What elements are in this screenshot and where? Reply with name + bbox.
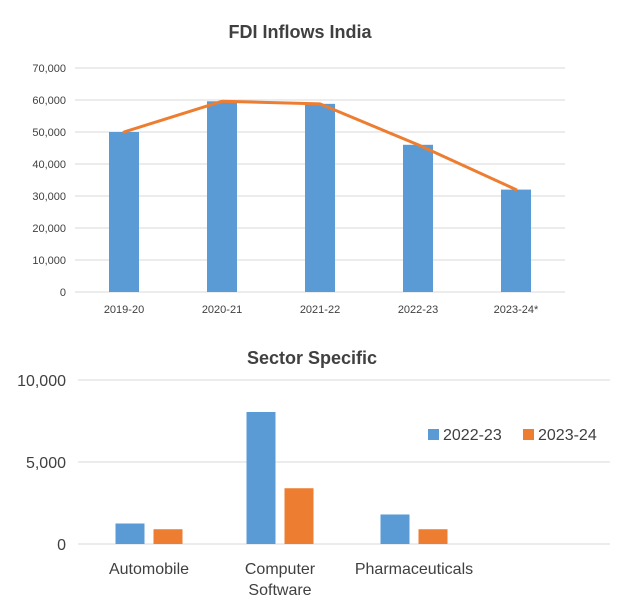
bar	[380, 514, 410, 544]
y-tick-label: 10,000	[17, 373, 66, 390]
legend: 2022-23 2023-24	[428, 427, 597, 444]
bar	[246, 411, 276, 544]
sector-specific-chart: Sector Specific 0 5,000 10,000 Automobile Com…	[17, 348, 610, 599]
y-tick-label: 0	[57, 537, 66, 554]
y-tick-label: 20,000	[32, 223, 66, 235]
fdi-inflows-chart: FDI Inflows India 0 10,000 20,000 30,000 40,0…	[32, 22, 565, 316]
x-tick-label: 2020-21	[202, 304, 242, 316]
x-tick-label: 2021-22	[300, 304, 340, 316]
y-tick-label: 50,000	[32, 127, 66, 139]
y-tick-label: 0	[60, 287, 66, 299]
bar	[403, 144, 433, 292]
bar	[153, 529, 183, 544]
legend-label: 2023-24	[538, 427, 597, 444]
chart-title: Sector Specific	[247, 348, 377, 368]
chart-title: FDI Inflows India	[229, 22, 373, 42]
legend-item: 2023-24	[523, 427, 597, 444]
bar	[305, 103, 335, 292]
legend-item: 2022-23	[428, 427, 502, 444]
legend-label: 2022-23	[443, 427, 502, 444]
legend-swatch	[428, 429, 439, 440]
bar	[501, 189, 531, 292]
series-line	[122, 99, 518, 192]
y-tick-label: 30,000	[32, 191, 66, 203]
y-tick-label: 60,000	[32, 95, 66, 107]
legend-swatch	[523, 429, 534, 440]
x-tick-label: 2019-20	[104, 304, 144, 316]
bar	[115, 523, 145, 544]
bar	[207, 101, 237, 292]
bar	[109, 132, 139, 292]
x-tick-label: Automobile	[109, 561, 189, 578]
bar	[418, 529, 448, 544]
x-tick-label: Computer	[245, 561, 316, 578]
x-tick-label: Software	[248, 582, 311, 599]
y-tick-label: 40,000	[32, 159, 66, 171]
x-tick-label: Pharmaceuticals	[355, 561, 473, 578]
y-tick-label: 10,000	[32, 255, 66, 267]
x-tick-label: 2023-24*	[494, 304, 539, 316]
x-tick-label: 2022-23	[398, 304, 438, 316]
bar	[284, 488, 314, 544]
y-tick-label: 5,000	[26, 455, 66, 472]
y-tick-label: 70,000	[32, 63, 66, 75]
